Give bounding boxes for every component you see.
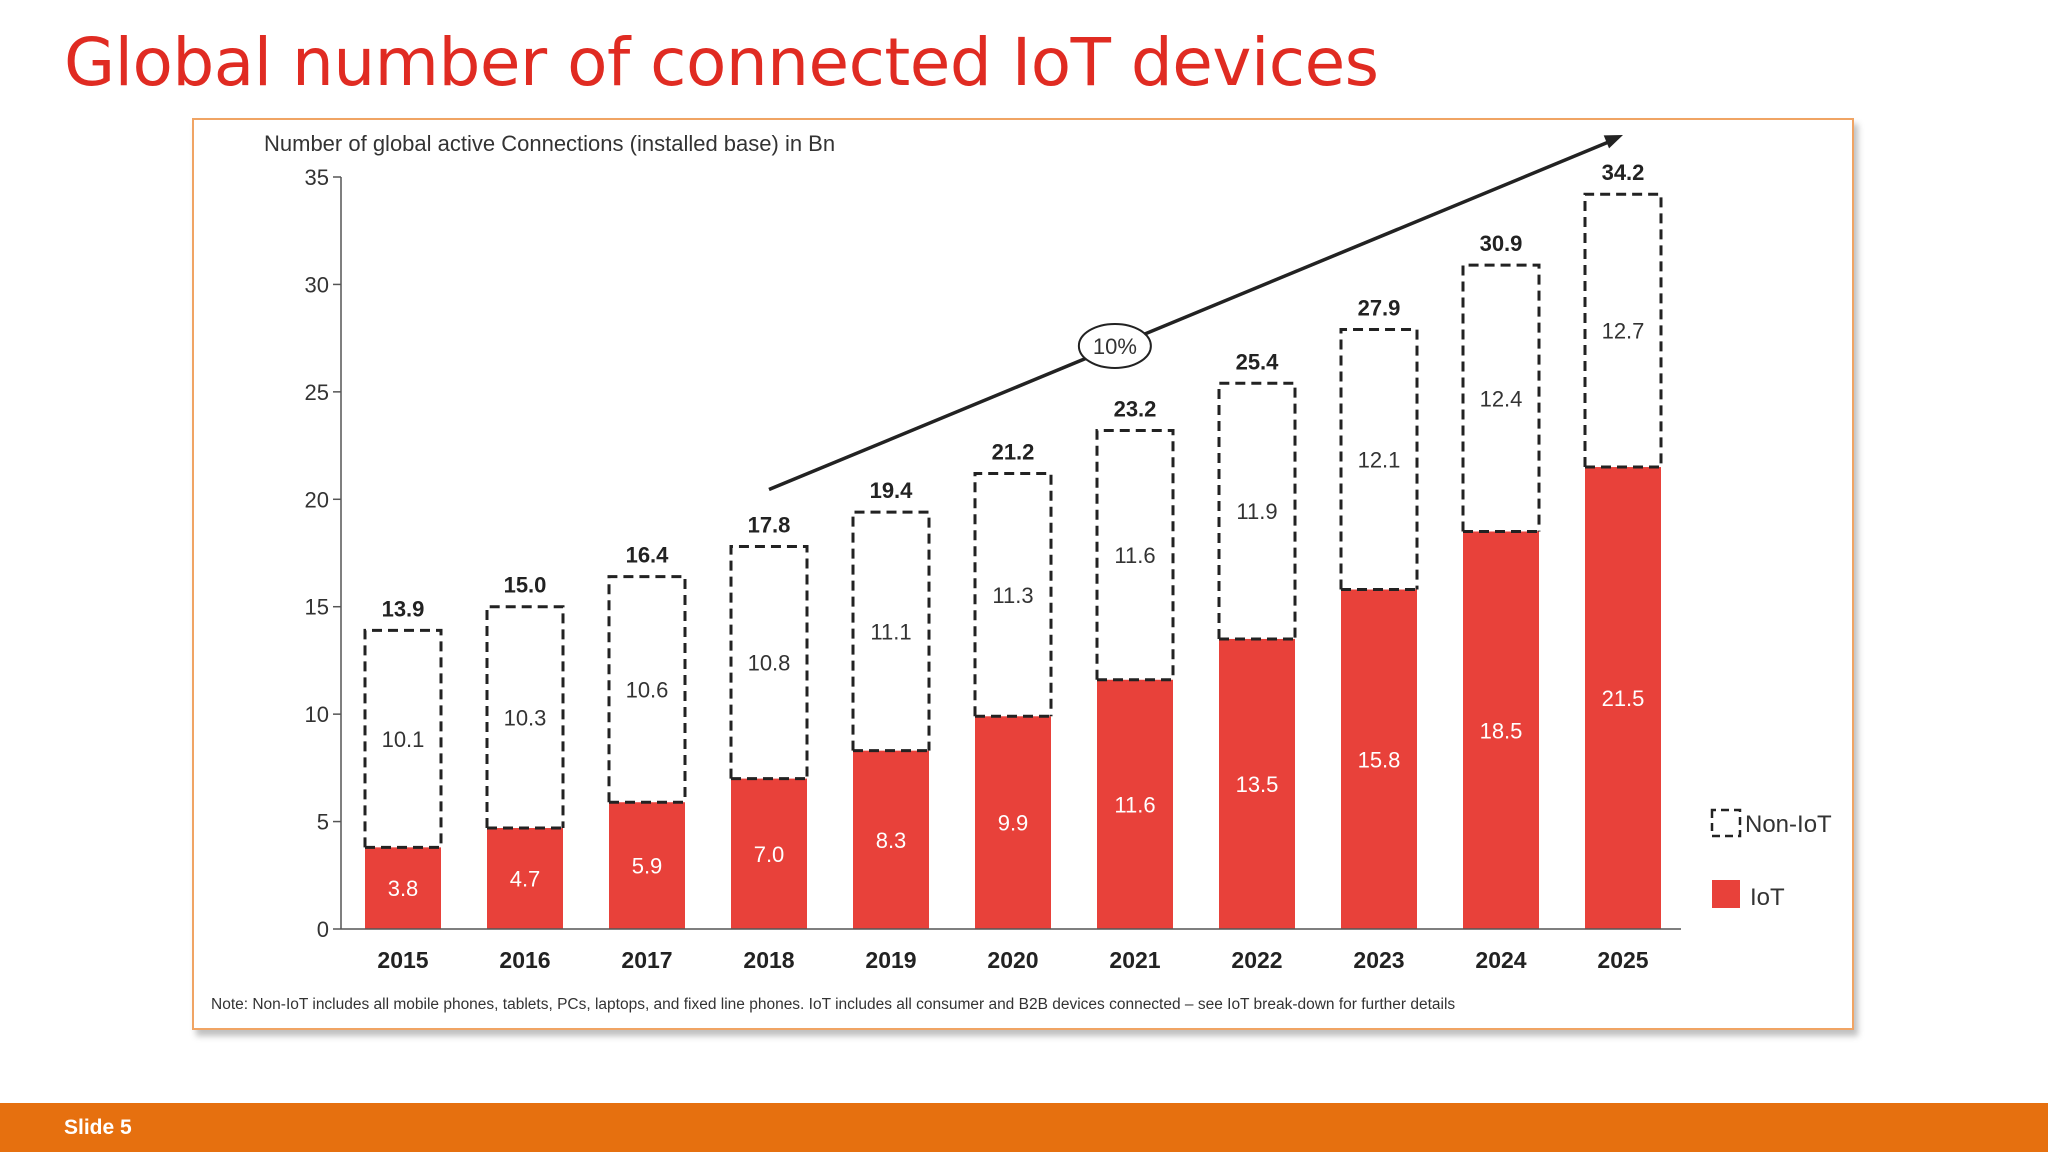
- iot-bar: [731, 778, 807, 929]
- iot-value-label: 3.8: [388, 876, 419, 901]
- trend-arrow-line: [768, 139, 1612, 492]
- iot-bar: [1463, 531, 1539, 929]
- total-value-label: 27.9: [1358, 296, 1401, 321]
- total-value-label: 13.9: [382, 596, 425, 621]
- trend-annotation: 10%: [768, 135, 1623, 492]
- legend-label-non-iot: Non-IoT: [1745, 811, 1832, 838]
- non-iot-value-label: 11.9: [1236, 499, 1277, 524]
- x-tick-label: 2025: [1597, 947, 1648, 973]
- non-iot-bar: [1095, 429, 1175, 680]
- non-iot-bar: [1461, 263, 1541, 532]
- slide-number: Slide 5: [64, 1116, 132, 1139]
- non-iot-value-label: 10.6: [626, 677, 669, 702]
- non-iot-bar: [729, 545, 809, 779]
- iot-value-label: 4.7: [510, 867, 541, 892]
- total-value-label: 25.4: [1236, 349, 1280, 374]
- total-value-label: 15.0: [504, 573, 547, 598]
- legend-label-iot: IoT: [1750, 884, 1785, 911]
- non-iot-bar: [1217, 381, 1297, 639]
- y-tick-label: 15: [305, 595, 329, 620]
- iot-bar: [1097, 679, 1173, 929]
- non-iot-value-label: 12.1: [1358, 448, 1401, 473]
- iot-bar: [1219, 638, 1295, 929]
- chart-frame: Number of global active Connections (ins…: [192, 118, 1854, 1030]
- y-tick-label: 10: [305, 702, 329, 727]
- total-value-label: 21.2: [992, 440, 1035, 465]
- legend-swatch-iot: [1712, 880, 1740, 908]
- non-iot-bar: [363, 628, 443, 848]
- iot-value-label: 8.3: [876, 828, 907, 853]
- non-iot-bar: [1339, 328, 1419, 590]
- y-tick-label: 30: [305, 272, 329, 297]
- y-tick-label: 35: [305, 165, 329, 190]
- x-tick-label: 2019: [865, 947, 916, 973]
- chart-title: Number of global active Connections (ins…: [264, 131, 835, 156]
- non-iot-value-label: 10.3: [504, 705, 547, 730]
- non-iot-bar: [607, 575, 687, 803]
- slide-title: Global number of connected IoT devices: [64, 24, 1379, 101]
- x-tick-label: 2020: [987, 947, 1038, 973]
- non-iot-bar: [851, 510, 931, 751]
- iot-connections-chart: Number of global active Connections (ins…: [211, 131, 1832, 1013]
- non-iot-value-label: 10.1: [382, 727, 425, 752]
- x-tick-label: 2016: [499, 947, 550, 973]
- x-tick-label: 2017: [621, 947, 672, 973]
- iot-bar: [853, 750, 929, 929]
- iot-bar: [365, 847, 441, 929]
- iot-bar: [975, 716, 1051, 929]
- iot-value-label: 7.0: [754, 842, 785, 867]
- non-iot-value-label: 11.1: [870, 619, 911, 644]
- x-tick-label: 2018: [743, 947, 794, 973]
- non-iot-value-label: 11.6: [1114, 543, 1155, 568]
- x-tick-label: 2022: [1231, 947, 1282, 973]
- y-tick-label: 25: [305, 380, 329, 405]
- total-value-label: 19.4: [870, 478, 914, 503]
- legend: Non-IoT IoT: [1710, 808, 1832, 911]
- x-tick-label: 2024: [1475, 947, 1526, 973]
- non-iot-bar: [973, 472, 1053, 717]
- chart-note: Note: Non-IoT includes all mobile phones…: [211, 996, 1455, 1013]
- non-iot-bar: [1583, 192, 1663, 468]
- bars-group: 3.8 10.1 13.9 4.7 10.3 15.0 5.9 10.6 16.4 7.0 10.8…: [363, 160, 1663, 929]
- non-iot-value-label: 10.8: [748, 651, 791, 676]
- x-tick-label: 2015: [377, 947, 428, 973]
- total-value-label: 17.8: [748, 513, 791, 538]
- iot-bar: [487, 828, 563, 929]
- total-value-label: 34.2: [1602, 160, 1645, 185]
- non-iot-bar: [485, 605, 565, 829]
- iot-value-label: 18.5: [1480, 718, 1523, 743]
- y-tick-label: 20: [305, 487, 329, 512]
- iot-bar: [1585, 467, 1661, 929]
- non-iot-value-label: 12.4: [1480, 386, 1523, 411]
- iot-value-label: 5.9: [632, 854, 663, 879]
- non-iot-value-label: 11.3: [992, 583, 1033, 608]
- x-tick-label: 2021: [1109, 947, 1160, 973]
- trend-arrow-head: [1603, 135, 1623, 149]
- y-tick-label: 0: [317, 917, 329, 942]
- y-axis: 0 5 10 15 20 25 30 35: [305, 165, 342, 942]
- total-value-label: 23.2: [1114, 397, 1157, 422]
- x-tick-label: 2023: [1353, 947, 1404, 973]
- y-tick-label: 5: [317, 810, 329, 835]
- iot-value-label: 13.5: [1236, 772, 1279, 797]
- legend-swatch-non-iot: [1710, 808, 1742, 838]
- non-iot-value-label: 12.7: [1602, 319, 1645, 344]
- footer-bar: Slide 5: [0, 1103, 2048, 1152]
- iot-value-label: 11.6: [1114, 792, 1155, 817]
- iot-value-label: 15.8: [1358, 747, 1401, 772]
- x-axis: 2015 2016 2017 2018 2019 2020 2021 2022 2023 2024…: [341, 928, 1681, 973]
- trend-label: 10%: [1093, 334, 1137, 359]
- total-value-label: 16.4: [626, 543, 670, 568]
- iot-value-label: 21.5: [1602, 686, 1645, 711]
- iot-value-label: 9.9: [998, 811, 1029, 836]
- trend-label-ellipse: [1077, 322, 1152, 369]
- total-value-label: 30.9: [1480, 231, 1523, 256]
- iot-bar: [1341, 589, 1417, 929]
- iot-bar: [609, 802, 685, 929]
